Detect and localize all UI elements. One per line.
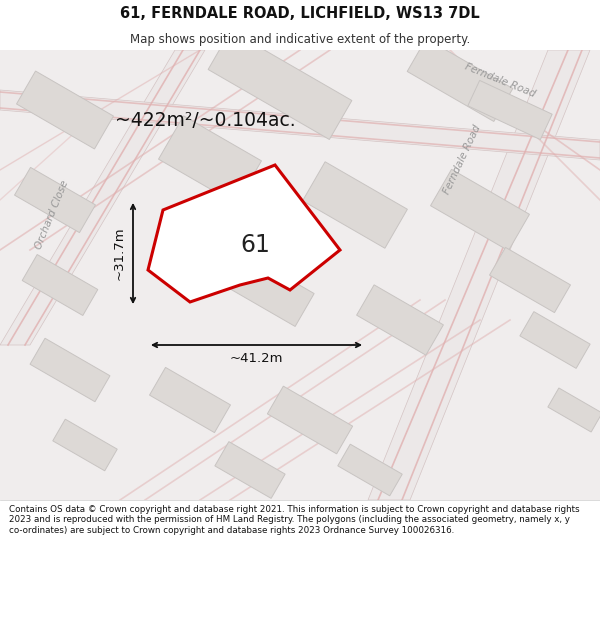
Text: Ferndale Road: Ferndale Road [463,61,537,99]
Polygon shape [356,285,443,355]
Polygon shape [268,386,353,454]
Polygon shape [158,116,262,204]
Polygon shape [30,338,110,402]
Polygon shape [468,81,552,139]
Polygon shape [520,312,590,368]
Polygon shape [208,31,352,139]
Polygon shape [22,254,98,316]
Text: ~41.2m: ~41.2m [230,352,283,366]
Text: Orchard Close: Orchard Close [34,179,70,251]
Text: Map shows position and indicative extent of the property.: Map shows position and indicative extent… [130,32,470,46]
Text: ~31.7m: ~31.7m [113,227,125,280]
Polygon shape [53,419,117,471]
Text: ~422m²/~0.104ac.: ~422m²/~0.104ac. [115,111,295,129]
Polygon shape [215,442,285,498]
Polygon shape [368,50,590,500]
Polygon shape [302,162,407,248]
Text: Ferndale Road: Ferndale Road [442,124,482,196]
Text: 61, FERNDALE ROAD, LICHFIELD, WS13 7DL: 61, FERNDALE ROAD, LICHFIELD, WS13 7DL [120,6,480,21]
Polygon shape [0,90,600,160]
Polygon shape [17,71,113,149]
Polygon shape [226,254,314,326]
Text: Contains OS data © Crown copyright and database right 2021. This information is : Contains OS data © Crown copyright and d… [9,505,580,535]
Polygon shape [149,368,230,432]
Polygon shape [407,39,513,121]
Text: 61: 61 [240,233,270,257]
Polygon shape [338,444,402,496]
Polygon shape [14,168,95,232]
Polygon shape [548,388,600,432]
Polygon shape [490,248,571,312]
Polygon shape [148,165,340,302]
Polygon shape [0,50,205,345]
Polygon shape [431,169,529,251]
